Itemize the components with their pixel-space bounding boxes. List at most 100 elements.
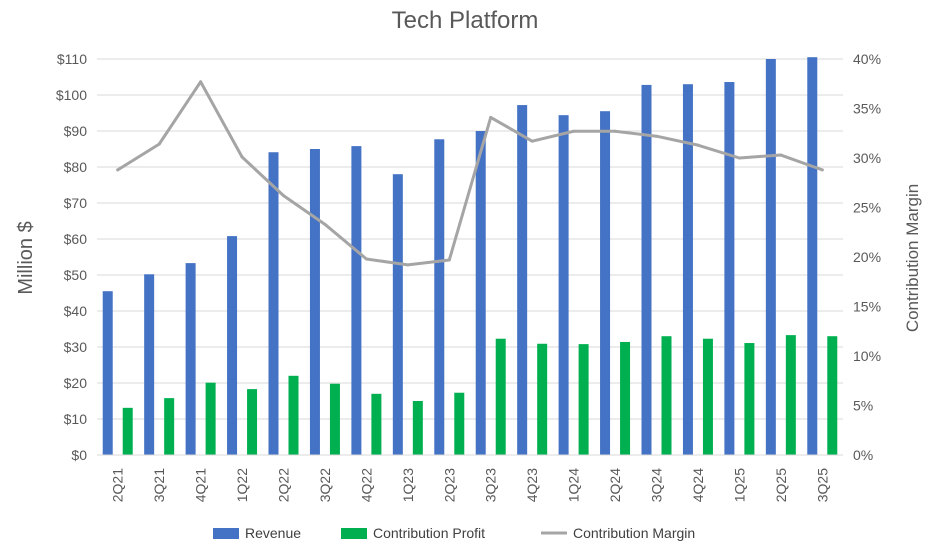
x-tick-label: 2Q25 [773, 468, 789, 502]
x-tick-label: 3Q25 [814, 468, 830, 502]
y2-tick-label: 25% [853, 200, 881, 216]
contribution-margin-point [116, 168, 120, 172]
x-axis-ticks: 2Q21 3Q21 4Q21 1Q22 2Q22 3Q22 4Q22 1Q23 2Q23 3Q23… [110, 468, 831, 502]
contribution-profit-bar [329, 383, 340, 455]
contribution-profit-bar [205, 382, 216, 455]
y-tick-label: $10 [64, 411, 88, 427]
revenue-bar [309, 149, 320, 455]
x-tick-label: 1Q25 [731, 468, 747, 502]
contribution-profit-bar [785, 335, 796, 455]
legend: Revenue Contribution Profit Contribution M… [213, 525, 695, 541]
contribution-profit-bar [412, 401, 423, 455]
y-tick-label: $80 [64, 159, 88, 175]
y2-tick-label: 40% [853, 51, 881, 67]
bars [102, 57, 838, 456]
y2-tick-label: 30% [853, 150, 881, 166]
y-tick-label: $70 [64, 195, 88, 211]
contribution-profit-bar [371, 393, 382, 455]
x-tick-label: 4Q22 [358, 468, 374, 502]
x-tick-label: 2Q23 [441, 468, 457, 502]
revenue-bar [185, 263, 196, 455]
contribution-margin-point [530, 139, 534, 143]
y2-tick-label: 20% [853, 249, 881, 265]
x-tick-label: 2Q22 [276, 468, 292, 502]
contribution-profit-bar [827, 336, 838, 455]
y-tick-label: $100 [56, 87, 87, 103]
contribution-margin-point [199, 80, 203, 84]
y2-tick-label: 0% [853, 447, 873, 463]
x-tick-label: 4Q21 [193, 468, 209, 502]
revenue-bar [144, 274, 155, 455]
contribution-margin-point [364, 257, 368, 261]
left-axis-ticks: $0 $10 $20 $30 $40 $50 $60 $70 $80 $90 $100 $110 [56, 51, 87, 463]
contribution-margin-point [779, 153, 783, 157]
margin-line [116, 80, 824, 267]
contribution-margin-point [820, 168, 824, 172]
revenue-bar [434, 139, 445, 455]
revenue-bar [807, 57, 818, 455]
contribution-profit-bar [578, 344, 589, 455]
contribution-profit-bar [495, 338, 506, 455]
contribution-margin-point [572, 129, 576, 133]
revenue-bar [268, 152, 279, 456]
contribution-profit-legend-swatch [341, 528, 367, 539]
x-tick-label: 3Q22 [317, 468, 333, 502]
revenue-bar [558, 115, 569, 455]
revenue-bar [600, 111, 611, 455]
x-tick-label: 4Q23 [524, 468, 540, 502]
contribution-profit-bar [247, 389, 258, 455]
y-tick-label: $90 [64, 123, 88, 139]
contribution-profit-bar [122, 407, 133, 455]
revenue-bar [724, 82, 735, 455]
y-tick-label: $30 [64, 339, 88, 355]
contribution-profit-bar [744, 343, 755, 455]
x-tick-label: 1Q24 [566, 468, 582, 502]
revenue-bar [475, 131, 486, 455]
contribution-margin-point [489, 115, 493, 119]
revenue-legend-label: Revenue [245, 525, 301, 541]
contribution-margin-point [447, 258, 451, 262]
x-tick-label: 3Q21 [151, 468, 167, 502]
contribution-profit-legend-label: Contribution Profit [373, 525, 485, 541]
revenue-legend-swatch [213, 528, 239, 539]
y-tick-label: $40 [64, 303, 88, 319]
x-tick-label: 4Q24 [690, 468, 706, 502]
contribution-profit-bar [537, 343, 548, 455]
x-tick-label: 2Q21 [110, 468, 126, 502]
contribution-margin-point [240, 155, 244, 159]
revenue-bar [227, 236, 238, 455]
x-tick-label: 1Q22 [234, 468, 250, 502]
contribution-profit-bar [620, 341, 631, 455]
contribution-profit-bar [288, 375, 299, 455]
contribution-profit-bar [454, 392, 465, 455]
x-tick-label: 3Q24 [649, 468, 665, 502]
contribution-profit-bar [702, 338, 713, 455]
x-tick-label: 2Q24 [607, 468, 623, 502]
x-tick-label: 3Q23 [483, 468, 499, 502]
y2-tick-label: 15% [853, 299, 881, 315]
y-tick-label: $50 [64, 267, 88, 283]
contribution-margin-point [696, 143, 700, 147]
chart-title: Tech Platform [392, 7, 539, 34]
contribution-margin-line [116, 80, 824, 267]
y-tick-label: $60 [64, 231, 88, 247]
contribution-margin-point [157, 142, 161, 146]
revenue-bar [351, 146, 362, 455]
contribution-margin-point [282, 194, 285, 198]
revenue-bar [517, 105, 528, 455]
revenue-bar [682, 84, 693, 455]
y-tick-label: $20 [64, 375, 88, 391]
y2-axis-title: Contribution Margin [903, 184, 922, 332]
contribution-profit-bar [661, 336, 672, 455]
contribution-margin-point [613, 129, 617, 133]
right-axis-ticks: 0% 5% 10% 15% 20% 25% 30% 35% 40% [853, 51, 881, 463]
contribution-margin-point [323, 222, 327, 226]
contribution-margin-legend-label: Contribution Margin [573, 525, 695, 541]
y-axis-title: Million $ [15, 221, 37, 294]
contribution-margin-point [406, 263, 410, 267]
y2-tick-label: 5% [853, 398, 873, 414]
y2-tick-label: 35% [853, 101, 881, 117]
contribution-margin-point [655, 134, 658, 138]
